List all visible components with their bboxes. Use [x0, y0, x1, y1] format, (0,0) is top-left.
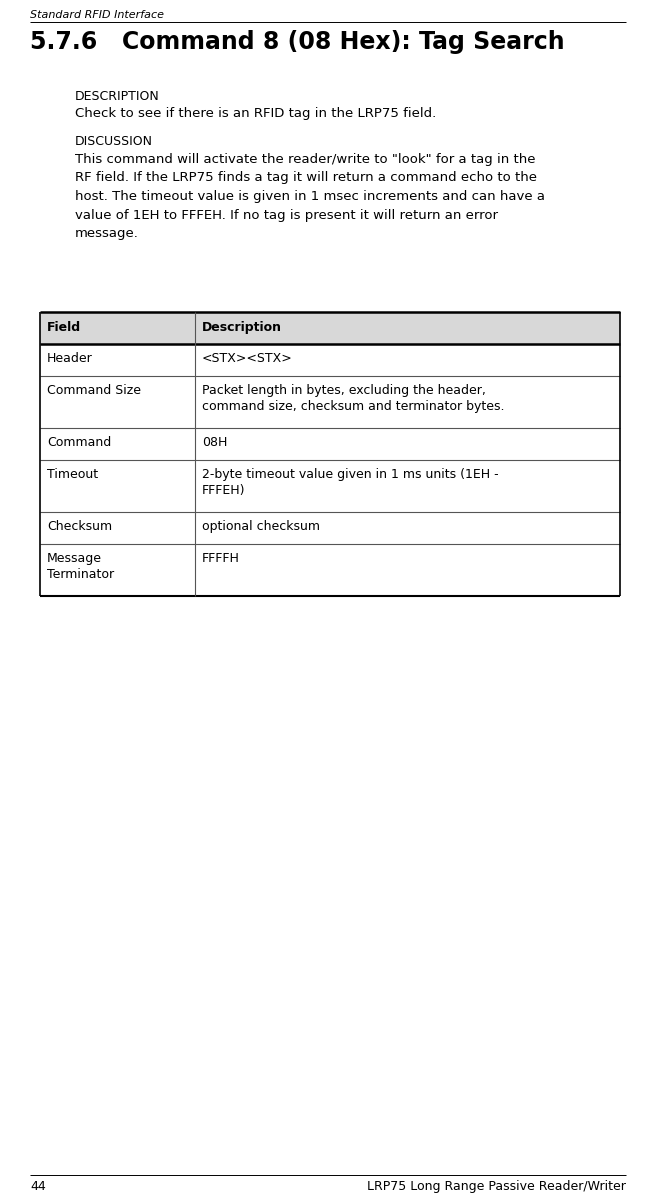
Text: Field: Field	[47, 320, 81, 334]
Text: message.: message.	[75, 227, 139, 240]
Text: Terminator: Terminator	[47, 568, 114, 581]
Text: Timeout: Timeout	[47, 468, 98, 481]
Text: 5.7.6   Command 8 (08 Hex): Tag Search: 5.7.6 Command 8 (08 Hex): Tag Search	[30, 30, 565, 54]
Text: FFFFH: FFFFH	[202, 552, 240, 565]
Text: FFFEH): FFFEH)	[202, 484, 245, 497]
Text: Description: Description	[202, 320, 282, 334]
Text: This command will activate the reader/write to "look" for a tag in the: This command will activate the reader/wr…	[75, 152, 535, 166]
Text: Command Size: Command Size	[47, 384, 141, 397]
Text: 44: 44	[30, 1180, 46, 1193]
Text: Standard RFID Interface: Standard RFID Interface	[30, 10, 164, 20]
Text: optional checksum: optional checksum	[202, 520, 320, 533]
Text: LRP75 Long Range Passive Reader/Writer: LRP75 Long Range Passive Reader/Writer	[367, 1180, 626, 1193]
Text: DISCUSSION: DISCUSSION	[75, 134, 153, 148]
Text: Packet length in bytes, excluding the header,: Packet length in bytes, excluding the he…	[202, 384, 486, 397]
Bar	[40, 312, 620, 344]
Text: command size, checksum and terminator bytes.: command size, checksum and terminator by…	[202, 400, 504, 413]
Text: Checksum: Checksum	[47, 520, 112, 533]
Text: RF field. If the LRP75 finds a tag it will return a command echo to the: RF field. If the LRP75 finds a tag it wi…	[75, 172, 537, 185]
Text: Command: Command	[47, 436, 112, 449]
Text: Check to see if there is an RFID tag in the LRP75 field.: Check to see if there is an RFID tag in …	[75, 107, 436, 120]
Text: 2-byte timeout value given in 1 ms units (1EH -: 2-byte timeout value given in 1 ms units…	[202, 468, 499, 481]
Text: <STX><STX>: <STX><STX>	[202, 352, 293, 365]
Text: Message: Message	[47, 552, 102, 565]
Text: Header: Header	[47, 352, 92, 365]
Text: 08H: 08H	[202, 436, 228, 449]
Text: value of 1EH to FFFEH. If no tag is present it will return an error: value of 1EH to FFFEH. If no tag is pres…	[75, 209, 498, 222]
Text: DESCRIPTION: DESCRIPTION	[75, 90, 160, 103]
Text: host. The timeout value is given in 1 msec increments and can have a: host. The timeout value is given in 1 ms…	[75, 190, 545, 203]
